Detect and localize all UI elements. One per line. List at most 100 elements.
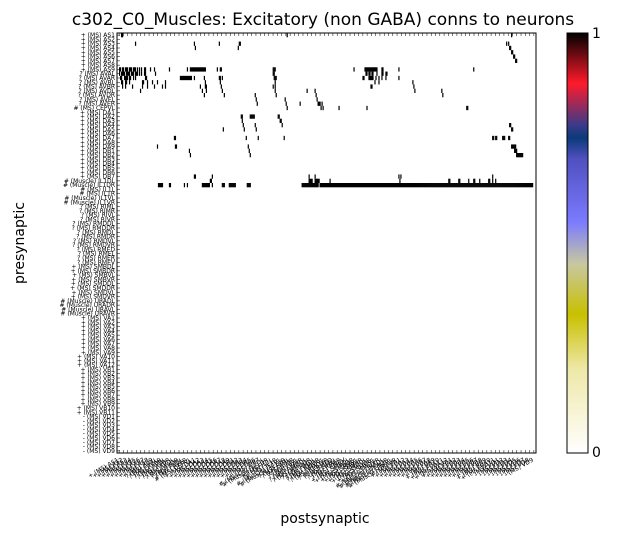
heatmap-cell <box>189 67 192 72</box>
heatmap-cell <box>345 183 347 188</box>
heatmap-cell <box>365 183 367 188</box>
heatmap-cell <box>353 67 355 72</box>
heatmap-cell <box>311 183 313 188</box>
heatmap-cell <box>477 183 479 188</box>
heatmap-cell <box>222 183 224 188</box>
heatmap-cell <box>274 88 276 93</box>
heatmap-cell <box>301 183 303 188</box>
heatmap-cell <box>333 183 335 188</box>
heatmap-cell <box>249 153 251 158</box>
heatmap-cell <box>384 183 386 188</box>
heatmap-cell <box>508 183 510 188</box>
heatmap-cell <box>427 183 429 188</box>
heatmap-cell <box>310 178 312 183</box>
heatmap-cell <box>175 144 178 149</box>
heatmap-cell <box>502 135 504 141</box>
heatmap-cell <box>128 75 131 81</box>
y-tick-label: + (MS) VA7 <box>81 341 115 348</box>
y-tick-label: + (MS) VA11 <box>77 358 115 365</box>
y-tick-label: # (MS) IL1L <box>80 186 115 193</box>
heatmap-cell <box>437 183 439 188</box>
heatmap-cell <box>392 183 394 188</box>
y-tick-label: + (MS) DA6 <box>80 131 115 138</box>
heatmap-cell <box>321 183 323 188</box>
heatmap-cell <box>240 114 242 119</box>
heatmap-cell <box>234 183 236 188</box>
y-tick-label: - (MS) VD9 <box>83 448 115 455</box>
heatmap-cell <box>128 71 131 76</box>
heatmap-cell <box>322 183 324 188</box>
heatmap-cell <box>306 88 308 93</box>
heatmap-cell <box>193 67 196 72</box>
heatmap-cell <box>425 183 427 188</box>
heatmap-cell <box>357 183 359 188</box>
heatmap-cell <box>369 67 371 72</box>
heatmap-cell <box>136 67 139 72</box>
heatmap-cell <box>340 183 342 188</box>
heatmap-cell <box>516 153 518 158</box>
heatmap-cell <box>194 174 197 179</box>
heatmap-cell <box>203 67 205 72</box>
heatmap-cell <box>519 183 521 188</box>
y-tick-label: + (MS) DB7 <box>80 174 115 181</box>
heatmap-cell <box>488 178 490 183</box>
heatmap-cell <box>315 93 317 98</box>
heatmap-cell <box>401 183 403 188</box>
heatmap-cell <box>494 183 496 188</box>
heatmap-cell <box>222 127 224 132</box>
heatmap-cell <box>529 183 531 188</box>
heatmap-cell <box>121 33 124 38</box>
y-tick-label: ? (MS) RIMR <box>79 208 115 215</box>
heatmap-cell <box>206 183 208 188</box>
heatmap-cell <box>481 183 483 188</box>
heatmap-cell <box>283 135 285 141</box>
heatmap-cell <box>327 183 329 188</box>
heatmap-cell <box>504 183 506 188</box>
heatmap-cell <box>275 75 277 81</box>
heatmap-cell <box>452 183 454 188</box>
heatmap-cell <box>459 178 461 183</box>
heatmap-cell <box>314 183 316 188</box>
y-tick-label: # (Muscle) IL1VL <box>64 195 115 202</box>
heatmap-cell <box>448 178 450 183</box>
heatmap-cell <box>495 135 497 141</box>
heatmap-cell <box>187 75 190 81</box>
heatmap-cell <box>514 144 516 149</box>
heatmap-cell <box>204 67 206 72</box>
heatmap-cell <box>469 183 471 188</box>
heatmap-cell <box>479 183 481 188</box>
heatmap-cell <box>483 183 485 188</box>
plot-area: + (MS) AS1+ (MS) AS2+ (MS) AS3+ (MS) AS4… <box>60 32 537 490</box>
heatmap-cell <box>473 67 475 72</box>
heatmap-cell <box>492 178 494 183</box>
heatmap-cell <box>446 183 448 188</box>
heatmap-cell <box>408 183 410 188</box>
heatmap-cell <box>391 183 393 188</box>
heatmap-cell <box>440 183 442 188</box>
heatmap-cell <box>186 67 189 72</box>
heatmap-cell <box>156 144 159 149</box>
heatmap-cell <box>462 183 464 188</box>
heatmap-cell <box>273 71 275 76</box>
heatmap-cell <box>489 183 491 188</box>
heatmap-cell <box>368 67 370 72</box>
heatmap-cell <box>375 183 377 188</box>
heatmap-cell <box>382 183 384 188</box>
heatmap-cell <box>400 174 402 179</box>
heatmap-cell <box>125 75 128 81</box>
heatmap-cell <box>504 135 506 141</box>
heatmap-cell <box>149 67 152 72</box>
heatmap-cell <box>134 41 137 46</box>
heatmap-cell <box>495 183 497 188</box>
heatmap-cell <box>386 183 388 188</box>
heatmap-cell <box>485 183 487 188</box>
heatmap-cell <box>308 183 310 188</box>
heatmap-cell <box>250 114 252 119</box>
heatmap-cell <box>306 183 308 188</box>
heatmap-cell <box>318 101 320 106</box>
heatmap-cell <box>413 84 415 89</box>
heatmap-cell <box>124 67 127 72</box>
plot-background <box>117 33 536 453</box>
heatmap-cell <box>161 84 164 89</box>
y-tick-label: + (MS) VB8 <box>80 396 115 403</box>
